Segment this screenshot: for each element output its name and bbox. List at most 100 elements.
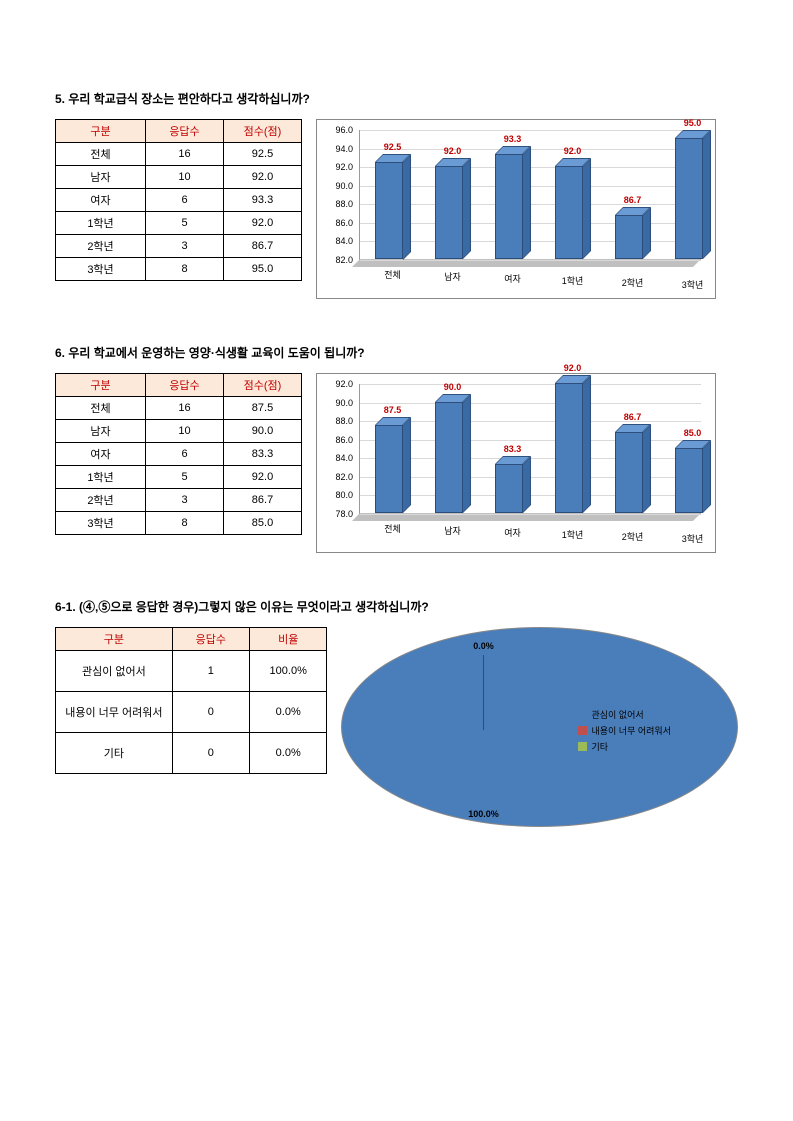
table-cell: 남자 <box>56 166 146 189</box>
y-tick: 96.0 <box>335 125 353 135</box>
bar-side <box>463 158 471 259</box>
bar-side <box>523 456 531 513</box>
y-tick: 84.0 <box>335 453 353 463</box>
y-tick: 82.0 <box>335 472 353 482</box>
y-tick: 92.0 <box>335 162 353 172</box>
table-cell: 6 <box>146 443 224 466</box>
table-row: 2학년386.7 <box>56 489 302 512</box>
y-tick: 88.0 <box>335 199 353 209</box>
q6-1-th-2: 비율 <box>249 628 327 651</box>
table-cell: 10 <box>146 166 224 189</box>
bar <box>675 138 703 259</box>
table-cell: 8 <box>146 512 224 535</box>
bar-side <box>583 375 591 513</box>
table-cell: 92.5 <box>224 143 302 166</box>
bar-side <box>583 158 591 259</box>
grid-line <box>360 384 701 385</box>
x-label: 남자 <box>444 270 461 283</box>
bar-value-label: 92.0 <box>564 146 582 156</box>
bar-front <box>615 215 643 259</box>
q6-row: 구분 응답수 점수(점) 전체1687.5남자1090.0여자683.31학년5… <box>55 373 738 553</box>
q5-th-0: 구분 <box>56 120 146 143</box>
bar <box>375 425 403 513</box>
bar-front <box>555 383 583 513</box>
table-cell: 92.0 <box>224 212 302 235</box>
bar-value-label: 90.0 <box>444 382 462 392</box>
table-cell: 3학년 <box>56 512 146 535</box>
table-cell: 전체 <box>56 397 146 420</box>
q5-yaxis: 82.084.086.088.090.092.094.096.0 <box>327 130 357 260</box>
table-row: 남자1092.0 <box>56 166 302 189</box>
bar-side <box>403 417 411 513</box>
x-label: 3학년 <box>682 278 704 291</box>
table-cell: 87.5 <box>224 397 302 420</box>
bar <box>615 432 643 513</box>
bar-value-label: 86.7 <box>624 412 642 422</box>
table-row: 전체1687.5 <box>56 397 302 420</box>
bar <box>495 154 523 259</box>
legend-swatch <box>578 742 587 751</box>
pie-label-bottom: 100.0% <box>468 809 499 819</box>
table-cell: 내용이 너무 어려워서 <box>56 692 173 733</box>
bar-front <box>675 448 703 513</box>
legend-label: 기타 <box>591 740 608 753</box>
bar-side <box>703 130 711 259</box>
q6-1-table: 구분 응답수 비율 관심이 없어서1100.0%내용이 너무 어려워서00.0%… <box>55 627 327 774</box>
x-label: 여자 <box>504 526 521 539</box>
bar <box>555 383 583 513</box>
q5-title: 5. 우리 학교급식 장소는 편안하다고 생각하십니까? <box>55 90 738 107</box>
table-cell: 1학년 <box>56 466 146 489</box>
table-cell: 5 <box>146 466 224 489</box>
grid-line <box>360 130 701 131</box>
y-tick: 86.0 <box>335 435 353 445</box>
x-label: 전체 <box>384 522 401 535</box>
bar-side <box>643 424 651 513</box>
q5-th-2: 점수(점) <box>224 120 302 143</box>
pie-label-top: 0.0% <box>473 641 494 651</box>
x-label: 여자 <box>504 272 521 285</box>
pie-circle <box>408 655 558 805</box>
q6-1-th-0: 구분 <box>56 628 173 651</box>
table-cell: 여자 <box>56 443 146 466</box>
q6-1-th-1: 응답수 <box>172 628 249 651</box>
bar-front <box>435 166 463 259</box>
bar-value-label: 86.7 <box>624 195 642 205</box>
bar-front <box>495 464 523 513</box>
q6-th-1: 응답수 <box>146 374 224 397</box>
x-label: 1학년 <box>562 528 584 541</box>
legend-label: 관심이 없어서 <box>591 708 643 721</box>
y-tick: 84.0 <box>335 236 353 246</box>
q6-bar-area: 78.080.082.084.086.088.090.092.0 87.5전체9… <box>327 384 705 514</box>
q5-th-1: 응답수 <box>146 120 224 143</box>
y-tick: 82.0 <box>335 255 353 265</box>
pie-wrap: 0.0% 100.0% <box>408 655 558 805</box>
bar-front <box>555 166 583 259</box>
table-cell: 3 <box>146 489 224 512</box>
table-row: 기타00.0% <box>56 733 327 774</box>
table-cell: 0.0% <box>249 733 327 774</box>
bar <box>675 448 703 513</box>
table-cell: 16 <box>146 397 224 420</box>
q5-chart: 82.084.086.088.090.092.094.096.0 92.5전체9… <box>316 119 716 299</box>
x-label: 1학년 <box>562 274 584 287</box>
table-row: 관심이 없어서1100.0% <box>56 651 327 692</box>
q5-table: 구분 응답수 점수(점) 전체1692.5남자1092.0여자693.31학년5… <box>55 119 302 281</box>
bar-value-label: 87.5 <box>384 405 402 415</box>
table-cell: 2학년 <box>56 489 146 512</box>
bar-front <box>375 162 403 260</box>
q5-grid: 92.5전체92.0남자93.3여자92.01학년86.72학년95.03학년 <box>359 130 701 260</box>
table-row: 여자683.3 <box>56 443 302 466</box>
table-cell: 3 <box>146 235 224 258</box>
q6-table: 구분 응답수 점수(점) 전체1687.5남자1090.0여자683.31학년5… <box>55 373 302 535</box>
q5-bar-area: 82.084.086.088.090.092.094.096.0 92.5전체9… <box>327 130 705 260</box>
table-cell: 10 <box>146 420 224 443</box>
y-tick: 80.0 <box>335 490 353 500</box>
bar-value-label: 83.3 <box>504 444 522 454</box>
bar-side <box>463 394 471 513</box>
table-cell: 여자 <box>56 189 146 212</box>
table-cell: 85.0 <box>224 512 302 535</box>
bar-value-label: 93.3 <box>504 134 522 144</box>
q5-tbody: 전체1692.5남자1092.0여자693.31학년592.02학년386.73… <box>56 143 302 281</box>
table-row: 1학년592.0 <box>56 466 302 489</box>
table-cell: 83.3 <box>224 443 302 466</box>
